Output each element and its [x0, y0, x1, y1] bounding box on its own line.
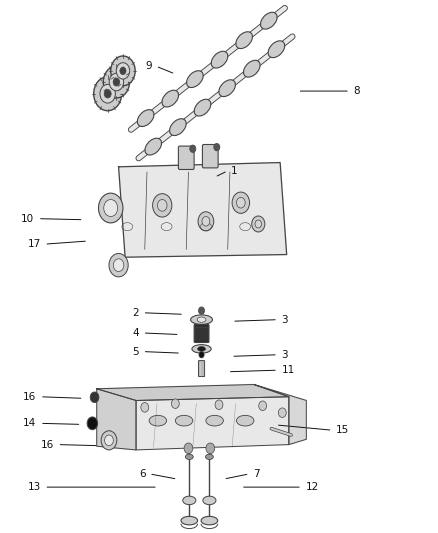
Polygon shape: [254, 384, 306, 445]
Text: 5: 5: [132, 346, 139, 357]
Circle shape: [109, 254, 128, 277]
Text: 9: 9: [145, 61, 152, 71]
Text: 16: 16: [23, 392, 36, 402]
Circle shape: [279, 408, 286, 417]
Circle shape: [259, 401, 267, 410]
Text: 15: 15: [336, 425, 349, 435]
Circle shape: [101, 431, 117, 450]
Ellipse shape: [198, 346, 205, 351]
Circle shape: [120, 67, 126, 75]
Text: 8: 8: [353, 86, 360, 96]
Ellipse shape: [203, 496, 216, 505]
Text: 1: 1: [231, 166, 238, 176]
Circle shape: [157, 199, 167, 211]
Ellipse shape: [191, 315, 212, 325]
Circle shape: [252, 216, 265, 232]
Ellipse shape: [145, 138, 162, 155]
Ellipse shape: [162, 90, 179, 107]
Circle shape: [232, 192, 250, 213]
Circle shape: [99, 193, 123, 223]
Text: 10: 10: [21, 214, 34, 224]
Ellipse shape: [183, 496, 196, 505]
Ellipse shape: [197, 317, 206, 322]
Circle shape: [237, 197, 245, 208]
Circle shape: [152, 193, 172, 217]
Circle shape: [215, 400, 223, 409]
Text: 17: 17: [28, 239, 41, 249]
Polygon shape: [97, 389, 136, 450]
Circle shape: [113, 259, 124, 271]
Ellipse shape: [206, 415, 223, 426]
Ellipse shape: [236, 32, 252, 49]
Ellipse shape: [149, 415, 166, 426]
Polygon shape: [119, 163, 287, 257]
Ellipse shape: [170, 119, 186, 135]
Circle shape: [90, 392, 99, 402]
Ellipse shape: [185, 454, 193, 459]
Circle shape: [104, 90, 111, 98]
Text: 13: 13: [28, 482, 41, 492]
Text: 2: 2: [132, 308, 139, 318]
Ellipse shape: [187, 71, 203, 87]
FancyBboxPatch shape: [178, 146, 194, 169]
Ellipse shape: [201, 516, 218, 525]
Text: 4: 4: [132, 328, 139, 338]
Circle shape: [105, 435, 113, 446]
Ellipse shape: [194, 99, 211, 116]
Circle shape: [255, 220, 261, 228]
Ellipse shape: [205, 454, 213, 459]
Ellipse shape: [138, 110, 154, 126]
Ellipse shape: [211, 51, 228, 68]
Circle shape: [190, 145, 196, 152]
Text: 6: 6: [139, 469, 146, 479]
FancyBboxPatch shape: [194, 325, 209, 343]
Circle shape: [87, 417, 98, 430]
Circle shape: [103, 66, 130, 98]
Ellipse shape: [181, 516, 198, 525]
FancyBboxPatch shape: [202, 144, 218, 168]
Polygon shape: [97, 384, 289, 400]
Circle shape: [198, 212, 214, 231]
Ellipse shape: [244, 60, 260, 77]
Circle shape: [206, 443, 215, 454]
Text: 7: 7: [253, 469, 260, 479]
Ellipse shape: [268, 41, 285, 58]
FancyBboxPatch shape: [198, 361, 205, 376]
Circle shape: [171, 399, 179, 408]
Text: 3: 3: [282, 350, 288, 360]
Circle shape: [184, 443, 193, 454]
Circle shape: [94, 77, 122, 111]
Circle shape: [198, 307, 205, 314]
Circle shape: [100, 84, 115, 103]
Ellipse shape: [219, 80, 236, 96]
Circle shape: [141, 402, 149, 412]
Ellipse shape: [175, 415, 193, 426]
Polygon shape: [136, 397, 289, 450]
Ellipse shape: [237, 415, 254, 426]
Circle shape: [199, 352, 204, 358]
Circle shape: [111, 56, 135, 86]
Text: 11: 11: [282, 365, 295, 375]
Text: 12: 12: [305, 482, 319, 492]
Circle shape: [116, 63, 130, 79]
Circle shape: [214, 143, 220, 151]
Text: 3: 3: [282, 314, 288, 325]
Circle shape: [104, 199, 118, 216]
Circle shape: [202, 216, 210, 226]
Circle shape: [113, 78, 120, 86]
Ellipse shape: [192, 345, 211, 353]
Text: 16: 16: [41, 440, 54, 450]
Ellipse shape: [261, 12, 277, 29]
Text: 14: 14: [23, 418, 36, 429]
Circle shape: [109, 73, 124, 91]
